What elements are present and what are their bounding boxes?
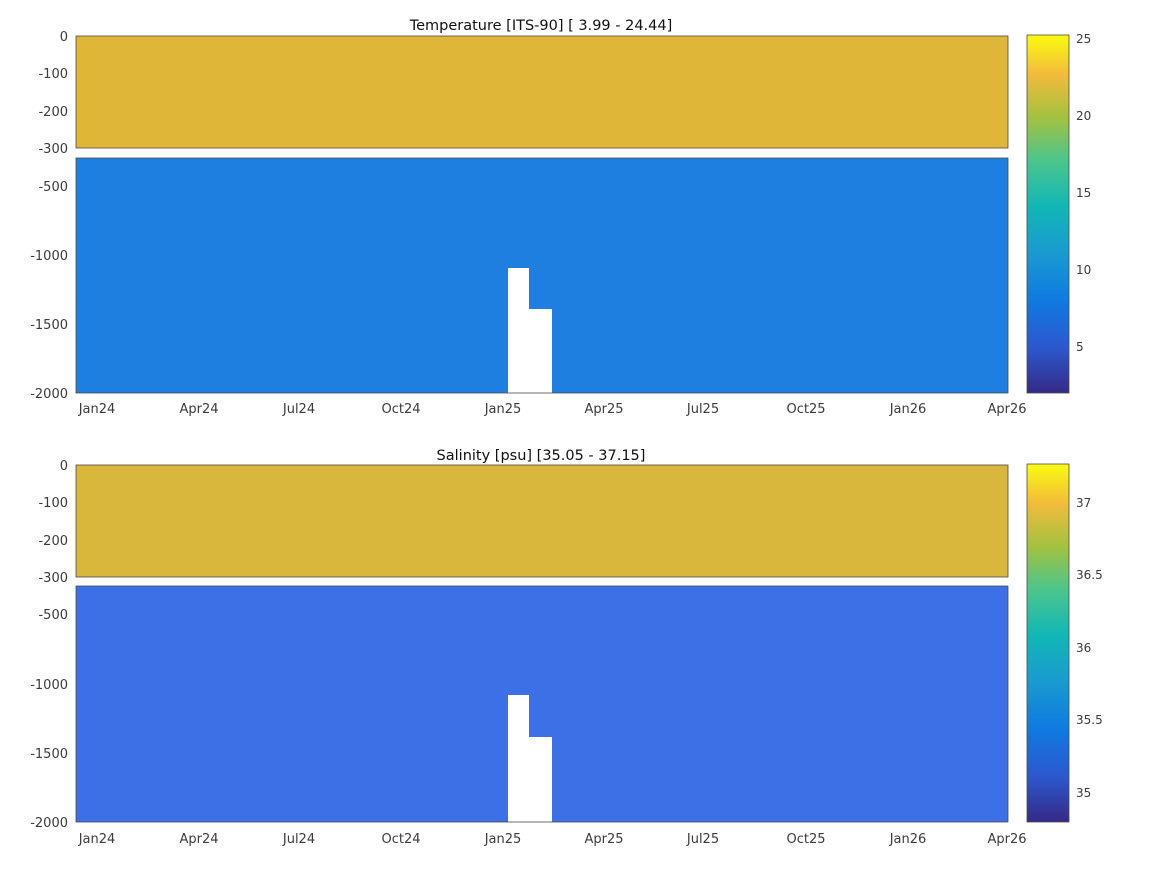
x-tick-label: Oct25 bbox=[786, 832, 825, 847]
temperature-colorbar: 5 10 15 20 25 bbox=[1026, 32, 1091, 394]
colorbar-tick-label: 10 bbox=[1076, 263, 1091, 277]
salinity-chart: Salinity [psu] [35.05 - 37.15] 0 -100 -2… bbox=[30, 448, 1103, 847]
colorbar-tick-label: 35.5 bbox=[1076, 713, 1103, 727]
y-tick-label: 0 bbox=[60, 459, 68, 474]
x-tick-label: Apr24 bbox=[179, 402, 218, 417]
temperature-lower-frame bbox=[75, 157, 1009, 394]
salinity-title: Salinity [psu] [35.05 - 37.15] bbox=[437, 448, 646, 464]
y-tick-label: -500 bbox=[38, 608, 68, 623]
y-tick-label: -300 bbox=[38, 142, 68, 157]
y-tick-label: -300 bbox=[38, 571, 68, 586]
x-tick-label: Apr26 bbox=[987, 832, 1026, 847]
temperature-data-gap bbox=[508, 268, 552, 393]
salinity-xticks: Jan24 Apr24 Jul24 Oct24 Jan25 Apr25 Jul2… bbox=[78, 832, 1027, 847]
salinity-colorbar-ramp bbox=[1026, 463, 1070, 823]
salinity-upper-yticks: 0 -100 -200 -300 bbox=[38, 459, 68, 586]
temperature-colorbar-ramp bbox=[1026, 34, 1070, 394]
y-tick-label: -200 bbox=[38, 105, 68, 120]
y-tick-label: -2000 bbox=[30, 387, 68, 402]
colorbar-tick-label: 36.5 bbox=[1076, 568, 1103, 582]
temperature-upper-field bbox=[76, 36, 1008, 148]
salinity-upper-frame bbox=[75, 464, 1009, 578]
x-tick-label: Jul24 bbox=[282, 832, 315, 847]
colorbar-tick-label: 15 bbox=[1076, 186, 1091, 200]
salinity-colorbar: 35 35.5 36 36.5 37 bbox=[1026, 463, 1103, 823]
y-tick-label: -100 bbox=[38, 496, 68, 511]
x-tick-label: Jan25 bbox=[484, 402, 522, 417]
x-tick-label: Jul25 bbox=[686, 832, 719, 847]
y-tick-label: -2000 bbox=[30, 816, 68, 831]
x-tick-label: Oct24 bbox=[381, 832, 420, 847]
temperature-xticks: Jan24 Apr24 Jul24 Oct24 Jan25 Apr25 Jul2… bbox=[78, 402, 1027, 417]
salinity-lower-panel: -500 -1000 -1500 -2000 Jan24 Apr24 Jul24… bbox=[30, 585, 1027, 847]
y-tick-label: -500 bbox=[38, 180, 68, 195]
salinity-upper-field bbox=[76, 465, 1008, 577]
y-tick-label: -100 bbox=[38, 67, 68, 82]
temperature-upper-frame bbox=[75, 35, 1009, 149]
x-tick-label: Oct25 bbox=[786, 402, 825, 417]
y-tick-label: -1000 bbox=[30, 249, 68, 264]
colorbar-tick-label: 35 bbox=[1076, 786, 1091, 800]
x-tick-label: Oct24 bbox=[381, 402, 420, 417]
y-tick-label: -1000 bbox=[30, 678, 68, 693]
temperature-lower-yticks: -500 -1000 -1500 -2000 bbox=[30, 180, 68, 402]
colorbar-tick-label: 20 bbox=[1076, 109, 1091, 123]
x-tick-label: Jan25 bbox=[484, 832, 522, 847]
x-tick-label: Jan24 bbox=[78, 402, 116, 417]
salinity-upper-panel: 0 -100 -200 -300 bbox=[38, 459, 1009, 586]
x-tick-label: Jan26 bbox=[889, 402, 927, 417]
colorbar-tick-label: 5 bbox=[1076, 340, 1084, 354]
y-tick-label: 0 bbox=[60, 30, 68, 45]
colorbar-tick-label: 37 bbox=[1076, 496, 1091, 510]
salinity-lower-yticks: -500 -1000 -1500 -2000 bbox=[30, 608, 68, 831]
y-tick-label: -1500 bbox=[30, 318, 68, 333]
x-tick-label: Apr24 bbox=[179, 832, 218, 847]
x-tick-label: Apr26 bbox=[987, 402, 1026, 417]
x-tick-label: Jul25 bbox=[686, 402, 719, 417]
x-tick-label: Apr25 bbox=[584, 402, 623, 417]
temperature-upper-yticks: 0 -100 -200 -300 bbox=[38, 30, 68, 157]
temperature-upper-panel: 0 -100 -200 -300 bbox=[38, 30, 1009, 157]
y-tick-label: -1500 bbox=[30, 747, 68, 762]
colorbar-tick-label: 36 bbox=[1076, 641, 1091, 655]
y-tick-label: -200 bbox=[38, 534, 68, 549]
temperature-chart: Temperature [ITS-90] [ 3.99 - 24.44] 0 -… bbox=[30, 18, 1091, 417]
x-tick-label: Jan24 bbox=[78, 832, 116, 847]
temperature-lower-panel: -500 -1000 -1500 -2000 Jan24 Apr24 Jul24… bbox=[30, 157, 1027, 417]
colorbar-tick-label: 25 bbox=[1076, 32, 1091, 46]
x-tick-label: Jul24 bbox=[282, 402, 315, 417]
temperature-title: Temperature [ITS-90] [ 3.99 - 24.44] bbox=[409, 18, 673, 34]
x-tick-label: Apr25 bbox=[584, 832, 623, 847]
salinity-data-gap bbox=[508, 695, 552, 822]
salinity-lower-frame bbox=[75, 585, 1009, 823]
x-tick-label: Jan26 bbox=[889, 832, 927, 847]
